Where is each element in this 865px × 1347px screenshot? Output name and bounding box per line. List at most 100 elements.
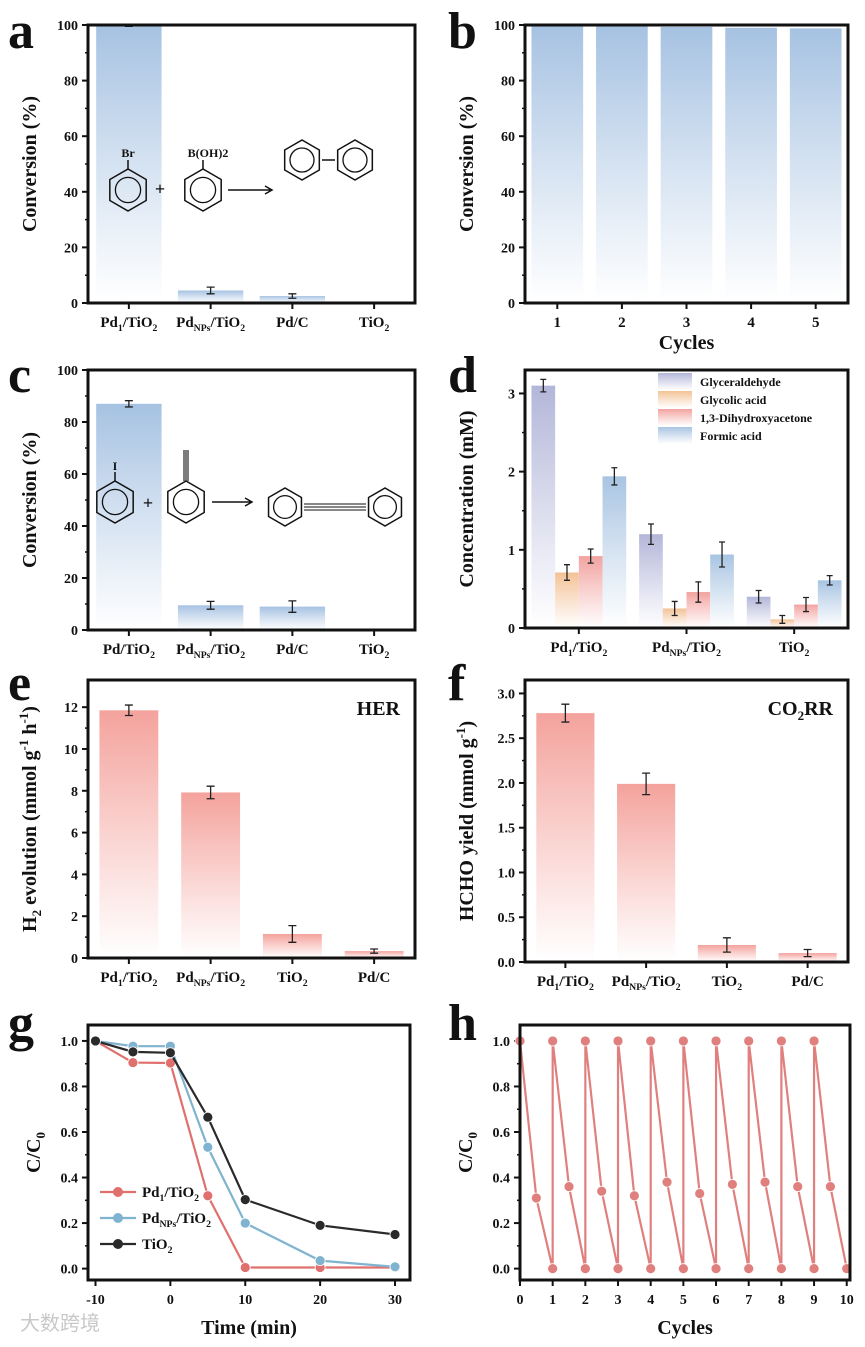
- text-run: O: [373, 642, 385, 658]
- data-point: [775, 1263, 787, 1275]
- series-line: [95, 1039, 396, 1236]
- data-point: [164, 1047, 176, 1059]
- y-tick-label: 0.8: [61, 1080, 79, 1095]
- y-tick-label: 0.2: [493, 1217, 511, 1232]
- benzene-circle: [172, 488, 200, 516]
- text-run: /Ti: [122, 970, 141, 986]
- y-tick-label: 80: [64, 416, 78, 431]
- x-tick-label: 9: [811, 1293, 818, 1308]
- error-bar: [755, 589, 762, 604]
- panel-label-d: d: [448, 347, 477, 404]
- y-tick-label: 0.5: [498, 911, 516, 926]
- y-tick-label: 40: [501, 186, 515, 201]
- error-bar: [124, 400, 133, 408]
- reaction-scheme-c: I+: [96, 450, 403, 527]
- text-run: evolution (mmol g: [19, 750, 41, 909]
- y-tick-label: 0.6: [61, 1126, 79, 1141]
- x-tick-label: PdNPs​/TiO2​: [176, 970, 245, 989]
- data-point: [612, 1263, 624, 1275]
- x-tick-label: Pd1​/TiO2​: [550, 640, 607, 659]
- text-run: /Ti: [558, 974, 577, 990]
- panel-g: 0.00.20.40.60.81.0C/C0​Time (min)-100102…: [23, 1023, 412, 1339]
- y-axis-label: H2​ evolution (mmol g-1​ h-1​): [16, 706, 44, 932]
- text-run: O: [229, 970, 241, 986]
- x-tick-label: 8: [778, 1293, 785, 1308]
- text-run: O: [229, 315, 241, 331]
- panel-label-f: f: [448, 655, 466, 712]
- text-run: Ti: [359, 315, 373, 331]
- y-tick-label: 60: [64, 130, 78, 145]
- x-tick-label: Pd1​/TiO2​: [100, 970, 157, 989]
- text-run: /Ti: [209, 315, 228, 331]
- text-run: 1: [554, 982, 559, 993]
- y-tick-label: 20: [501, 241, 515, 256]
- text-run: Ti: [779, 640, 793, 656]
- y-tick-label: 80: [501, 75, 515, 90]
- error-bar: [206, 286, 215, 295]
- y-tick-label: 3.0: [498, 687, 516, 702]
- x-tick-label: PdNPs​/TiO2​: [176, 315, 245, 334]
- text-run: ): [19, 706, 41, 713]
- text-run: 1: [568, 648, 573, 659]
- data-point: [202, 1141, 214, 1153]
- y-tick-label: 60: [501, 130, 515, 145]
- y-tick-label: 2: [71, 910, 78, 925]
- data-point: [759, 1176, 771, 1188]
- x-tick-label: 3: [615, 1293, 622, 1308]
- error-bar: [370, 948, 379, 954]
- y-tick-label: 0: [508, 297, 515, 312]
- text-run: 2: [150, 650, 155, 661]
- plus-sign: +: [155, 179, 165, 199]
- text-run: 2: [168, 1245, 173, 1256]
- text-run: 2: [240, 650, 245, 661]
- text-run: RR: [804, 698, 833, 720]
- data-point: [314, 1219, 326, 1231]
- error-bar: [719, 541, 726, 568]
- y-tick-label: 2.5: [498, 732, 516, 747]
- series-line: [95, 1039, 396, 1268]
- text-run: O: [138, 642, 150, 658]
- legend-swatch: [658, 373, 692, 390]
- x-axis-label: Cycles: [657, 1317, 713, 1339]
- y-tick-label: 2.0: [498, 777, 516, 792]
- data-point: [314, 1255, 326, 1267]
- data-point: [596, 1185, 608, 1197]
- data-point: [677, 1263, 689, 1275]
- text-run: O: [664, 974, 676, 990]
- x-axis-label: Time (min): [201, 1317, 297, 1339]
- data-point: [726, 1178, 738, 1190]
- y-tick-label: 1.0: [498, 866, 516, 881]
- text-run: Pd: [652, 640, 670, 656]
- error-bar: [779, 614, 786, 624]
- text-run: O: [373, 315, 385, 331]
- plot-frame: [86, 368, 417, 632]
- bar: [660, 26, 713, 304]
- bar: [96, 403, 162, 630]
- error-bar: [642, 772, 651, 796]
- bar: [578, 556, 603, 628]
- text-run: O: [194, 1211, 206, 1227]
- text-run: O: [156, 1237, 168, 1253]
- y-tick-label: 100: [494, 19, 515, 34]
- data-point: [743, 1263, 755, 1275]
- x-tick-label: 4: [647, 1293, 654, 1308]
- benzene-circle: [372, 494, 398, 520]
- substituent-label: B(OH)2: [188, 146, 229, 160]
- y-tick-label: 0.4: [493, 1172, 511, 1187]
- error-bar: [288, 293, 297, 299]
- text-run: C: [455, 1139, 477, 1153]
- text-run: 2: [384, 650, 389, 661]
- text-run: 1: [118, 323, 123, 334]
- error-bar: [803, 596, 810, 613]
- x-tick-label: 3: [683, 315, 691, 331]
- benzene-ring: [267, 487, 303, 527]
- text-run: Ti: [712, 974, 726, 990]
- text-run: /Ti: [209, 970, 228, 986]
- plot-frame: [518, 1023, 852, 1282]
- text-run: NPs: [194, 650, 211, 661]
- data-point: [808, 1035, 820, 1047]
- text-run: Pd: [176, 970, 194, 986]
- y-tick-label: 0: [71, 624, 78, 639]
- y-tick-label: 8: [71, 785, 78, 800]
- text-run: Pd: [176, 315, 194, 331]
